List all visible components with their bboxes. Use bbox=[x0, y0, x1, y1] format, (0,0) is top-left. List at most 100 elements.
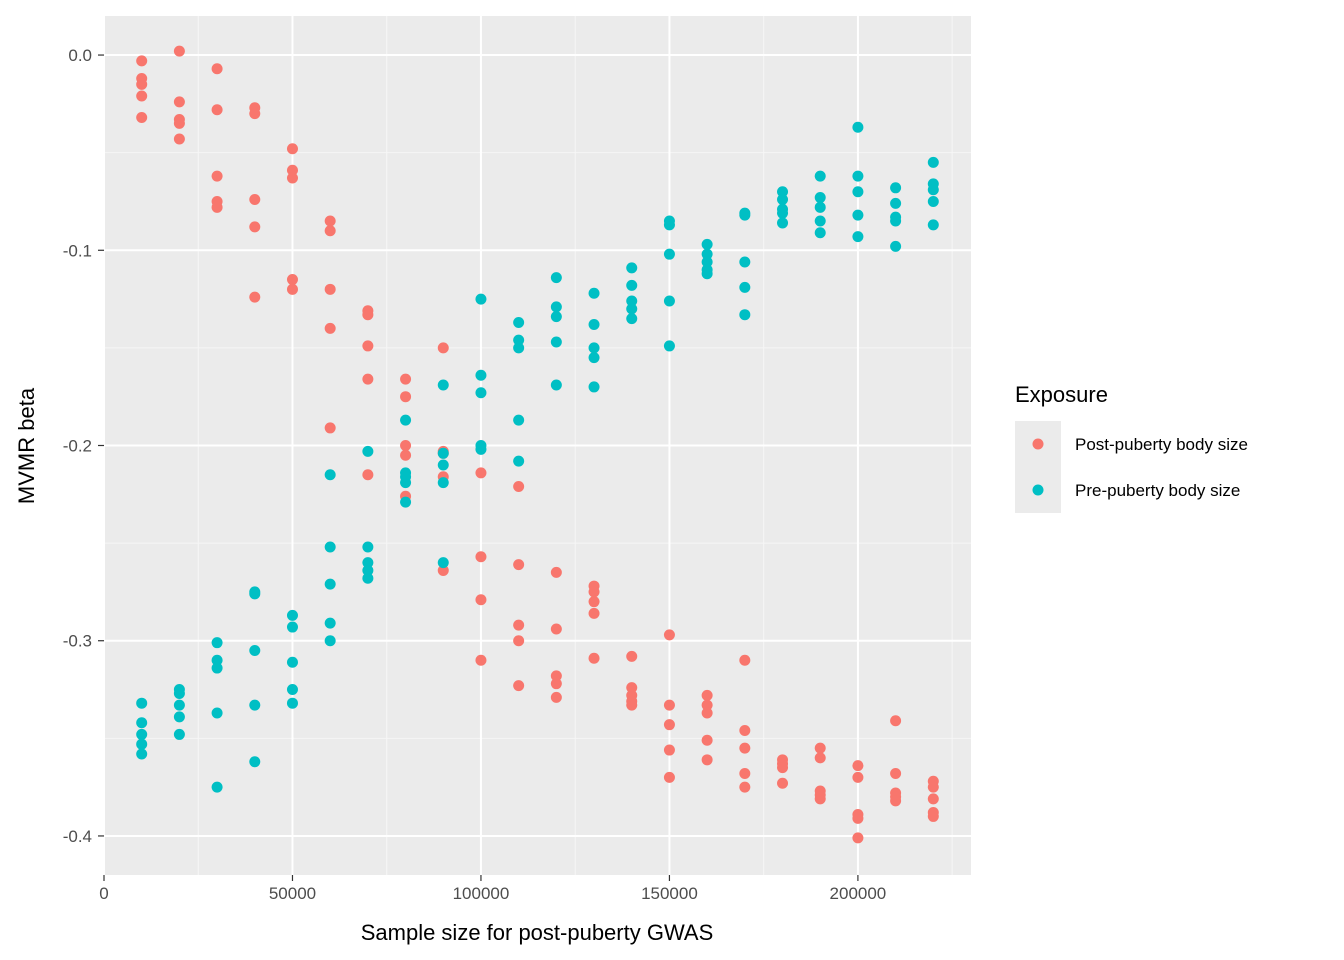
data-point-pre-puberty bbox=[663, 219, 675, 231]
data-point-post-puberty bbox=[513, 619, 525, 631]
x-tick-label: 100000 bbox=[453, 884, 510, 903]
data-point-pre-puberty bbox=[550, 379, 562, 391]
data-point-pre-puberty bbox=[550, 272, 562, 284]
data-point-pre-puberty bbox=[550, 301, 562, 313]
data-point-pre-puberty bbox=[550, 311, 562, 323]
data-point-pre-puberty bbox=[588, 381, 600, 393]
y-axis-title: MVMR beta bbox=[14, 387, 39, 504]
data-point-pre-puberty bbox=[400, 477, 412, 489]
data-point-pre-puberty bbox=[249, 644, 261, 656]
x-tick-label: 200000 bbox=[830, 884, 887, 903]
data-point-pre-puberty bbox=[588, 287, 600, 299]
data-point-post-puberty bbox=[437, 342, 449, 354]
data-point-post-puberty bbox=[136, 112, 148, 124]
y-tick-label: 0.0 bbox=[68, 46, 92, 65]
data-point-post-puberty bbox=[814, 793, 826, 805]
data-point-pre-puberty bbox=[890, 215, 902, 227]
data-point-pre-puberty bbox=[739, 256, 751, 268]
data-point-pre-puberty bbox=[211, 781, 223, 793]
data-point-post-puberty bbox=[626, 699, 638, 711]
data-point-post-puberty bbox=[890, 715, 902, 727]
data-point-post-puberty bbox=[136, 78, 148, 90]
data-point-pre-puberty bbox=[475, 387, 487, 399]
data-point-pre-puberty bbox=[249, 699, 261, 711]
data-point-pre-puberty bbox=[550, 336, 562, 348]
data-point-post-puberty bbox=[739, 767, 751, 779]
data-point-pre-puberty bbox=[927, 219, 939, 231]
data-point-pre-puberty bbox=[701, 268, 713, 280]
data-point-post-puberty bbox=[663, 699, 675, 711]
data-point-post-puberty bbox=[136, 55, 148, 67]
data-point-post-puberty bbox=[626, 650, 638, 662]
data-point-post-puberty bbox=[286, 274, 298, 286]
data-point-pre-puberty bbox=[739, 281, 751, 293]
data-point-post-puberty bbox=[475, 654, 487, 666]
data-point-pre-puberty bbox=[211, 707, 223, 719]
data-point-pre-puberty bbox=[286, 684, 298, 696]
data-point-pre-puberty bbox=[852, 186, 864, 198]
data-point-post-puberty bbox=[286, 283, 298, 295]
data-point-post-puberty bbox=[663, 744, 675, 756]
data-point-pre-puberty bbox=[777, 186, 789, 198]
data-point-post-puberty bbox=[588, 607, 600, 619]
data-point-post-puberty bbox=[890, 795, 902, 807]
data-point-post-puberty bbox=[211, 201, 223, 213]
legend-key-post-puberty bbox=[1032, 438, 1044, 450]
y-tick-label: -0.3 bbox=[63, 632, 92, 651]
data-point-post-puberty bbox=[701, 707, 713, 719]
data-point-pre-puberty bbox=[513, 317, 525, 329]
data-point-post-puberty bbox=[814, 742, 826, 754]
data-point-pre-puberty bbox=[437, 557, 449, 569]
data-point-pre-puberty bbox=[927, 184, 939, 196]
data-point-post-puberty bbox=[513, 680, 525, 692]
data-point-post-puberty bbox=[701, 699, 713, 711]
data-point-pre-puberty bbox=[626, 279, 638, 291]
data-point-pre-puberty bbox=[814, 201, 826, 213]
data-point-pre-puberty bbox=[437, 477, 449, 489]
data-point-post-puberty bbox=[550, 670, 562, 682]
data-point-post-puberty bbox=[475, 551, 487, 563]
data-point-pre-puberty bbox=[475, 293, 487, 305]
data-point-post-puberty bbox=[173, 133, 185, 145]
x-tick-label: 150000 bbox=[641, 884, 698, 903]
data-point-post-puberty bbox=[588, 652, 600, 664]
data-point-pre-puberty bbox=[739, 309, 751, 321]
data-point-pre-puberty bbox=[890, 240, 902, 252]
data-point-pre-puberty bbox=[249, 588, 261, 600]
data-point-pre-puberty bbox=[475, 443, 487, 455]
data-point-pre-puberty bbox=[286, 621, 298, 633]
data-point-pre-puberty bbox=[362, 445, 374, 457]
data-point-pre-puberty bbox=[286, 656, 298, 668]
data-point-pre-puberty bbox=[852, 170, 864, 182]
data-point-pre-puberty bbox=[890, 197, 902, 209]
data-point-pre-puberty bbox=[173, 699, 185, 711]
data-point-pre-puberty bbox=[211, 662, 223, 674]
data-point-pre-puberty bbox=[136, 738, 148, 750]
data-point-post-puberty bbox=[927, 793, 939, 805]
data-point-post-puberty bbox=[400, 449, 412, 461]
data-point-pre-puberty bbox=[400, 496, 412, 508]
data-point-pre-puberty bbox=[211, 654, 223, 666]
data-point-pre-puberty bbox=[814, 170, 826, 182]
data-point-pre-puberty bbox=[324, 635, 336, 647]
data-point-post-puberty bbox=[286, 172, 298, 184]
data-point-post-puberty bbox=[550, 623, 562, 635]
data-point-pre-puberty bbox=[400, 414, 412, 426]
data-point-pre-puberty bbox=[927, 156, 939, 168]
data-point-post-puberty bbox=[211, 63, 223, 75]
data-point-post-puberty bbox=[136, 90, 148, 102]
data-point-pre-puberty bbox=[475, 369, 487, 381]
data-point-post-puberty bbox=[513, 480, 525, 492]
data-point-pre-puberty bbox=[701, 256, 713, 268]
data-point-post-puberty bbox=[701, 689, 713, 701]
data-point-post-puberty bbox=[249, 108, 261, 120]
data-point-post-puberty bbox=[400, 391, 412, 403]
data-points bbox=[136, 45, 939, 844]
data-point-pre-puberty bbox=[362, 564, 374, 576]
data-point-post-puberty bbox=[927, 781, 939, 793]
data-point-post-puberty bbox=[324, 225, 336, 237]
data-point-pre-puberty bbox=[513, 455, 525, 467]
data-point-post-puberty bbox=[701, 754, 713, 766]
data-point-pre-puberty bbox=[324, 578, 336, 590]
data-point-post-puberty bbox=[890, 767, 902, 779]
